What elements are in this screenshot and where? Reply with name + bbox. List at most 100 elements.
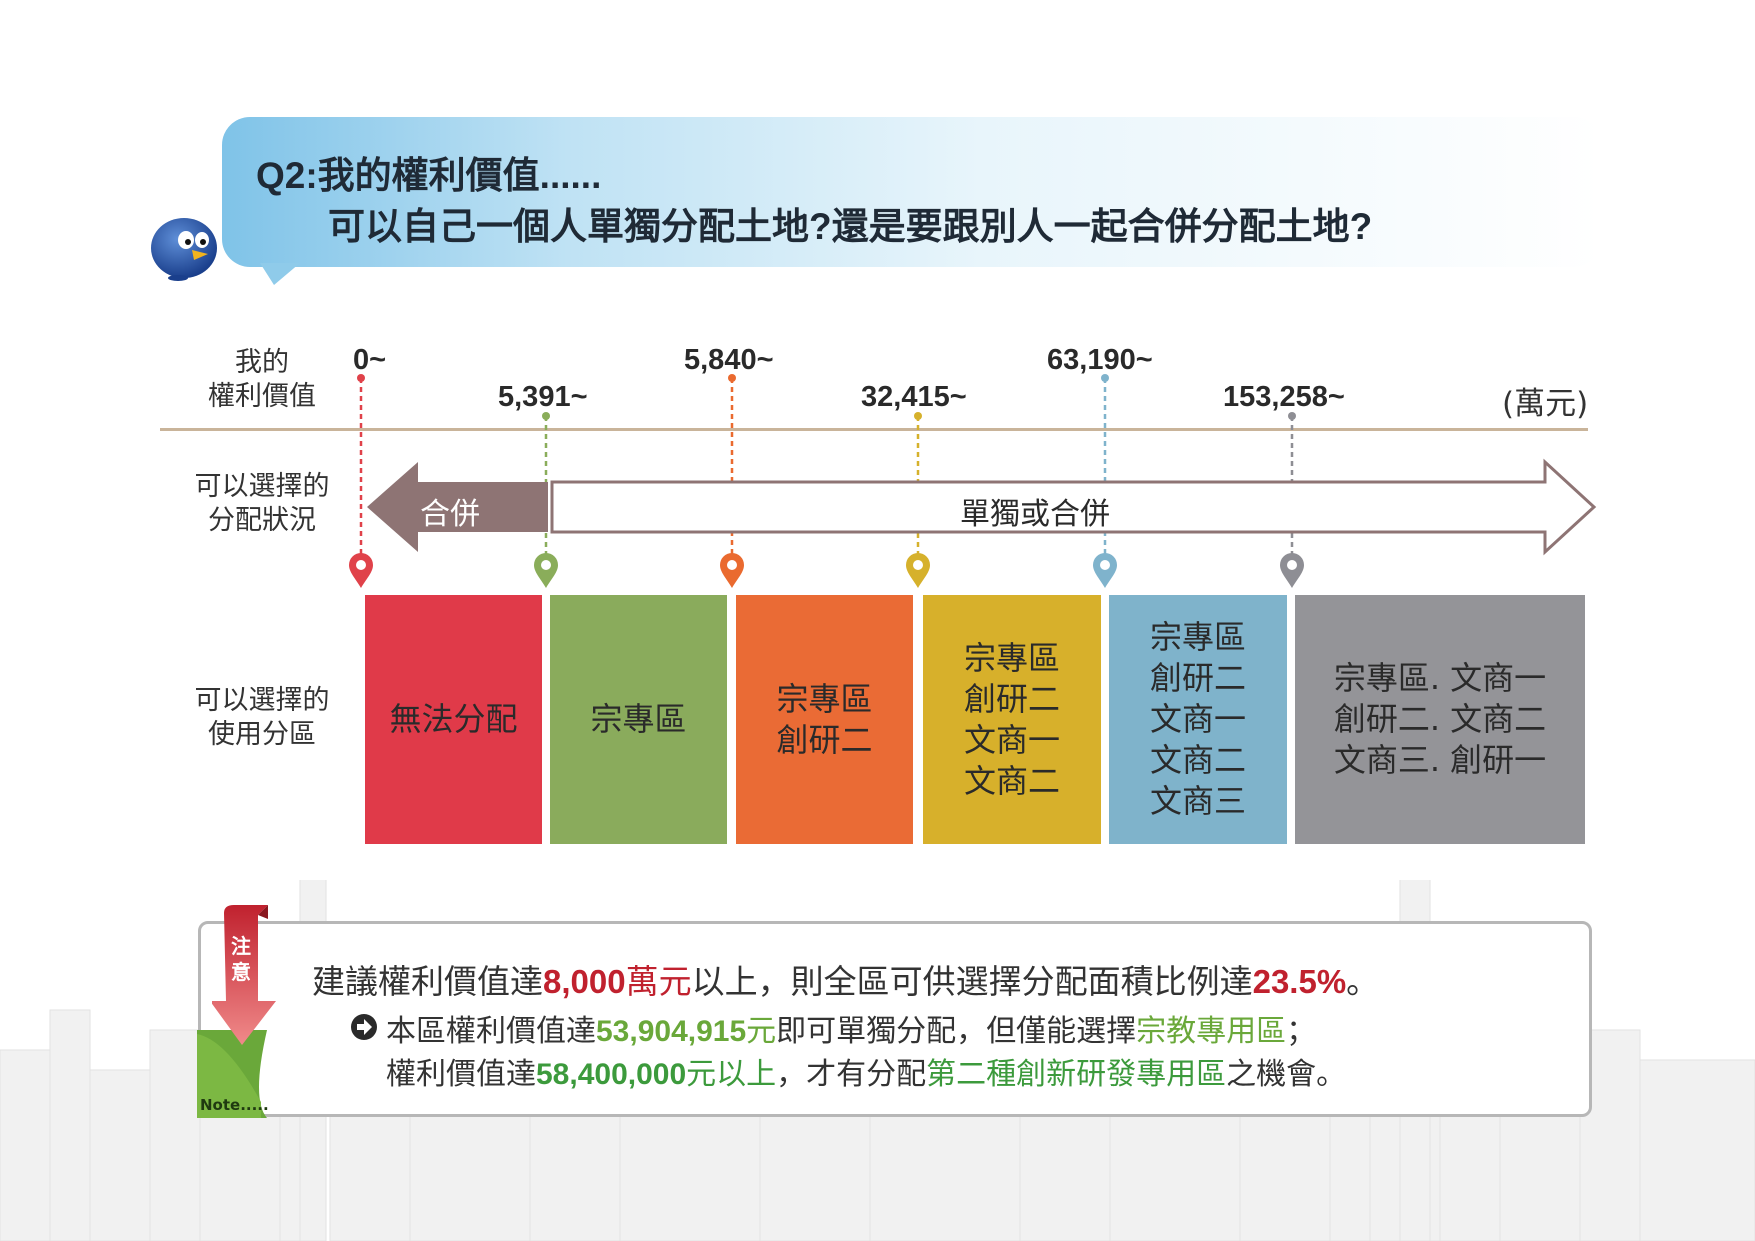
zone-text-line: 創研二. 文商二	[1333, 700, 1547, 738]
zone-box-5: 宗專區. 文商一 創研二. 文商二 文商三. 創研一	[1295, 595, 1585, 844]
my-value-label-line2: 權利價值	[208, 381, 316, 412]
threshold-label-3: 32,415~	[861, 381, 967, 413]
note-line-2-d: 即可單獨分配，但僅能選擇	[776, 1014, 1137, 1049]
zone-text-line: 宗專區	[963, 638, 1060, 677]
note-line-1-e: 23.5%	[1252, 963, 1347, 1000]
my-value-label: 我的 權利價值	[182, 346, 342, 414]
zone-text-line: 文商三	[1149, 782, 1246, 820]
single-or-merge-arrow	[550, 458, 1597, 556]
threshold-top-dot	[728, 374, 736, 382]
threshold-pin-hole	[541, 560, 551, 570]
value-axis-line	[160, 428, 1588, 431]
note-line-3-c: 元以上	[686, 1057, 777, 1092]
zone-text-line: 文商一	[963, 720, 1060, 759]
zone-text-line: 文商二	[963, 761, 1060, 800]
zone-text-line: 文商二	[1149, 741, 1246, 779]
threshold-top-dot	[357, 374, 365, 382]
zone-text-line: 創研二	[963, 679, 1060, 718]
zone-text-line: 創研二	[776, 720, 873, 759]
note-line-2-b: 53,904,915	[596, 1015, 747, 1048]
threshold-pin-icon	[906, 553, 930, 588]
zone-text-line: 創研二	[1149, 659, 1246, 697]
zone-box-3: 宗專區 創研二 文商一 文商二	[923, 595, 1101, 844]
bird-mascot-icon	[151, 218, 217, 281]
zone-text: 宗專區. 文商一 創研二. 文商二 文商三. 創研一	[1334, 658, 1546, 781]
note-line-1-a: 建議權利價值達	[312, 962, 543, 1001]
zone-text-line: 宗專區. 文商一	[1333, 659, 1547, 697]
caution-tag-char-1: 注	[231, 934, 251, 958]
threshold-pin-icon	[349, 553, 373, 588]
threshold-pin-hole	[1100, 560, 1110, 570]
question-subtitle: 可以自己一個人單獨分配土地?還是要跟別人一起合併分配土地?	[328, 206, 1373, 247]
zone-box-1: 宗專區	[550, 595, 727, 844]
threshold-label-1: 5,391~	[498, 381, 588, 413]
zone-choice-label-line1: 可以選擇的	[194, 685, 330, 716]
allocation-choice-label: 可以選擇的 分配狀況	[182, 470, 342, 538]
threshold-top-dot	[914, 412, 922, 420]
zone-text-line: 宗專區	[590, 700, 687, 738]
threshold-pin-hole	[356, 560, 366, 570]
zone-choice-label-line2: 使用分區	[208, 719, 316, 750]
zone-text: 宗專區	[590, 699, 686, 740]
note-line-2: 本區權利價值達53,904,915元即可單獨分配，但僅能選擇宗教專用區；	[386, 1006, 1316, 1050]
zone-text: 宗專區 創研二	[776, 679, 872, 761]
note-line-1-f: 。	[1346, 962, 1380, 1001]
zone-box-4: 宗專區 創研二 文商一 文商二 文商三	[1109, 595, 1287, 844]
note-line-2-f: ；	[1286, 1014, 1317, 1049]
zone-text-line: 宗專區	[776, 679, 873, 718]
threshold-pin-hole	[727, 560, 737, 570]
unit-label: (萬元)	[1502, 386, 1589, 422]
note-line-2-a: 本區權利價值達	[386, 1014, 596, 1049]
threshold-top-dot	[1101, 374, 1109, 382]
note-line-2-c: 元	[746, 1014, 777, 1049]
zone-text-line: 宗專區	[1149, 618, 1246, 656]
note-line-3-a: 權利價值達	[386, 1057, 536, 1092]
threshold-pin-icon	[1280, 553, 1304, 588]
threshold-pin-hole	[1287, 560, 1297, 570]
zone-text-line: 文商三. 創研一	[1333, 741, 1547, 779]
threshold-top-dot	[1288, 412, 1296, 420]
merge-arrow	[367, 462, 548, 552]
threshold-markers	[349, 374, 1597, 588]
note-line-1-b: 8,000	[543, 963, 626, 1000]
question-banner	[222, 117, 1602, 285]
note-line-2-e: 宗教專用區	[1136, 1014, 1287, 1049]
speech-bubble-tail	[260, 263, 300, 285]
zone-text: 宗專區 創研二 文商一 文商二 文商三	[1150, 617, 1246, 822]
note-line-3-e: 第二種創新研發專用區	[926, 1057, 1227, 1092]
question-title: Q2:我的權利價值......	[256, 155, 602, 196]
note-line-3-f: 之機會。	[1226, 1057, 1347, 1092]
caution-tag-char-2: 意	[231, 960, 251, 984]
note-line-3-b: 58,400,000	[536, 1058, 687, 1091]
zone-box-0: 無法分配	[365, 595, 542, 844]
note-box	[198, 921, 1592, 1117]
zone-text-line: 無法分配	[389, 700, 518, 738]
threshold-pin-hole	[913, 560, 923, 570]
city-skyline-background	[0, 880, 1755, 1241]
threshold-pin-icon	[720, 553, 744, 588]
allocation-choice-label-line1: 可以選擇的	[194, 471, 330, 502]
zone-text: 宗專區 創研二 文商一 文商二	[964, 638, 1060, 802]
merge-arrow-label: 合併	[420, 497, 480, 532]
note-tag-corner	[197, 1030, 267, 1118]
note-tag-label: Note.....	[200, 1096, 269, 1114]
note-line-1: 建議權利價值達8,000萬元以上，則全區可供選擇分配面積比例達23.5%。	[312, 955, 1379, 1003]
threshold-pin-icon	[534, 553, 558, 588]
threshold-top-dot	[542, 412, 550, 420]
threshold-label-4: 63,190~	[1047, 344, 1153, 376]
note-line-3: 權利價值達58,400,000元以上，才有分配第二種創新研發專用區之機會。	[386, 1049, 1346, 1093]
note-line-1-d: 以上，則全區可供選擇分配面積比例達	[691, 962, 1253, 1001]
caution-down-arrow-icon	[212, 905, 276, 1045]
allocation-choice-label-line2: 分配狀況	[208, 505, 316, 536]
zone-box-2: 宗專區 創研二	[736, 595, 913, 844]
note-line-3-d: ，才有分配	[776, 1057, 927, 1092]
threshold-pin-icon	[1093, 553, 1117, 588]
threshold-label-0: 0~	[353, 344, 387, 376]
zone-choice-label: 可以選擇的 使用分區	[182, 684, 342, 752]
my-value-label-line1: 我的	[235, 347, 289, 378]
note-line-1-c: 萬元	[625, 962, 692, 1001]
zone-text: 無法分配	[389, 699, 517, 740]
threshold-label-2: 5,840~	[684, 344, 774, 376]
threshold-label-5: 153,258~	[1223, 381, 1345, 413]
arrow-bullet-icon	[350, 1013, 378, 1045]
